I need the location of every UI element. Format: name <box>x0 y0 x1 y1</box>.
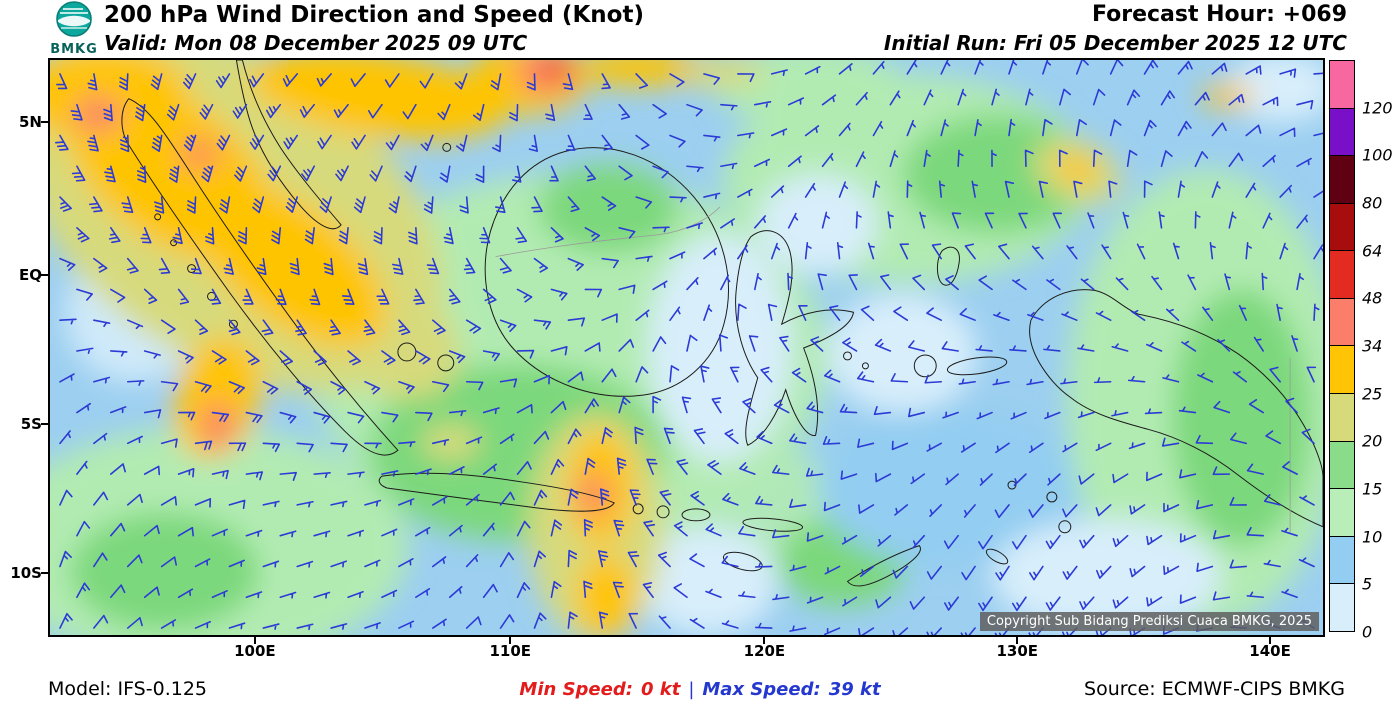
min-speed-value: 0 kt <box>640 679 681 700</box>
colorbar-level-label: 100 <box>1362 145 1393 165</box>
page-title: 200 hPa Wind Direction and Speed (Knot) <box>104 2 644 28</box>
source-label: Source: ECMWF-CIPS BMKG <box>1084 678 1345 700</box>
longitude-label: 130E <box>996 642 1039 660</box>
wind-field-map <box>50 60 1323 635</box>
speed-summary: Min Speed: 0 kt | Max Speed: 39 kt <box>0 679 1400 700</box>
latitude-tick <box>41 571 48 574</box>
colorbar-segment <box>1330 583 1354 631</box>
model-label: Model: IFS-0.125 <box>48 678 207 700</box>
longitude-tick <box>763 637 766 644</box>
colorbar-segment <box>1330 202 1354 251</box>
longitude-label: 100E <box>234 642 276 660</box>
colorbar-segment <box>1330 61 1354 108</box>
colorbar-level-label: 15 <box>1362 479 1383 499</box>
wind-speed-colorbar <box>1329 60 1355 632</box>
wind-barbs <box>54 60 1323 635</box>
colorbar-level-label: 25 <box>1362 384 1383 404</box>
speed-separator: | <box>688 679 695 700</box>
bmkg-globe-icon <box>51 1 97 44</box>
colorbar-level-label: 34 <box>1362 336 1383 356</box>
copyright-notice: Copyright Sub Bidang Prediksi Cuaca BMKG… <box>979 612 1319 631</box>
colorbar-segment <box>1330 297 1354 346</box>
colorbar-segment <box>1330 440 1354 489</box>
coastlines <box>121 60 1323 587</box>
longitude-tick <box>1016 637 1019 644</box>
colorbar-level-label: 0 <box>1362 622 1373 642</box>
max-speed-label: Max Speed: <box>702 679 821 700</box>
colorbar-segment <box>1330 250 1354 298</box>
colorbar-level-label: 10 <box>1362 527 1383 547</box>
latitude-label: 10S <box>10 563 42 582</box>
latitude-label: EQ <box>19 266 42 285</box>
colorbar-segment <box>1330 535 1354 584</box>
latitude-tick <box>41 120 48 123</box>
colorbar-level-label: 120 <box>1362 98 1393 118</box>
longitude-tick <box>1269 637 1272 644</box>
latitude-label: 5S <box>20 414 42 433</box>
wind-map-canvas: Copyright Sub Bidang Prediksi Cuaca BMKG… <box>48 58 1325 637</box>
initial-run: Initial Run: Fri 05 December 2025 12 UTC <box>883 31 1347 55</box>
forecast-hour: Forecast Hour: +069 <box>1091 2 1347 27</box>
colorbar-segment <box>1330 155 1354 203</box>
colorbar-segment <box>1330 345 1354 394</box>
longitude-tick <box>253 637 256 644</box>
longitude-label: 140E <box>1249 642 1291 660</box>
max-speed-value: 39 kt <box>828 679 881 700</box>
longitude-label: 120E <box>743 642 786 660</box>
country-borders <box>495 206 1291 533</box>
longitude-tick <box>509 637 512 644</box>
colorbar-tick-labels: 120 100 80 64 48 34 25 20 15 10 5 0 <box>1362 60 1400 641</box>
colorbar-level-label: 5 <box>1362 574 1373 594</box>
map-layers <box>50 60 1323 635</box>
latitude-tick <box>41 422 48 425</box>
valid-time: Valid: Mon 08 December 2025 09 UTC <box>104 31 528 55</box>
latitude-tick <box>41 274 48 277</box>
min-speed-label: Min Speed: <box>519 679 633 700</box>
colorbar-level-label: 80 <box>1362 193 1383 213</box>
bmkg-logo: BMKG <box>46 0 102 57</box>
colorbar-segment <box>1330 488 1354 536</box>
colorbar-segment <box>1330 107 1354 156</box>
colorbar-level-label: 64 <box>1362 241 1383 261</box>
colorbar-level-label: 48 <box>1362 288 1383 308</box>
bmkg-logo-text: BMKG <box>50 42 98 57</box>
latitude-label: 5N <box>19 112 42 131</box>
colorbar-level-label: 20 <box>1362 431 1383 451</box>
longitude-label: 110E <box>489 642 532 660</box>
colorbar-segment <box>1330 393 1354 441</box>
